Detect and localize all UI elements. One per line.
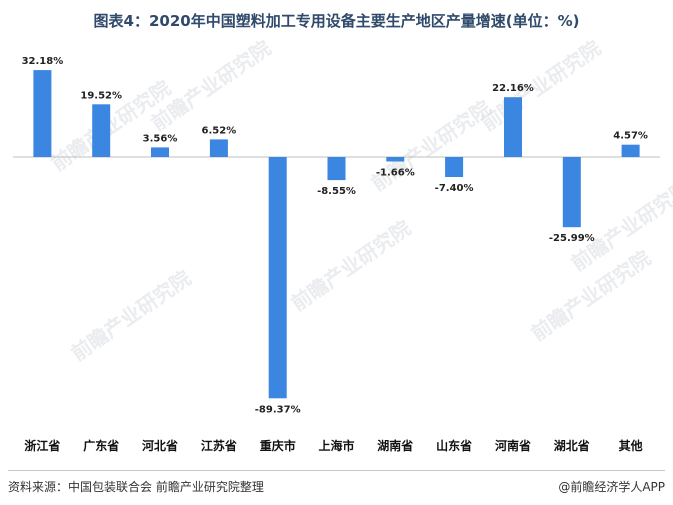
bar-2 [92,104,111,157]
x-tick-label-6: 上海市 [318,438,354,453]
x-tick-label-1: 浙江省 [24,438,60,453]
data-label-5: -89.37% [255,404,301,415]
x-tick-label-7: 湖南省 [377,438,413,453]
data-label-1: 32.18% [22,56,64,67]
bar-11 [621,144,640,157]
bar-8 [445,157,464,177]
x-tick-label-9: 河南省 [494,438,531,453]
data-label-4: 6.52% [202,125,237,136]
x-tick-label-8: 山东省 [436,438,472,453]
bar-chart: 32.18% 浙江省 19.52% 广东省 3.56% 河北省 6.52% 江苏省 -89.37… [13,56,660,453]
data-label-9: 22.16% [492,83,534,94]
x-tick-label-5: 重庆市 [260,438,296,453]
bar-5 [268,157,287,399]
x-tick-label-10: 湖北省 [554,438,590,453]
x-tick-label-4: 江苏省 [201,438,237,453]
data-label-8: -7.40% [435,183,474,194]
source-note: 资料来源：中国包装联合会 前瞻产业研究院整理 [8,480,264,494]
footer-divider [8,470,665,471]
data-label-7: -1.66% [376,168,415,179]
data-label-6: -8.55% [317,186,356,197]
data-label-2: 19.52% [80,90,122,101]
data-label-10: -25.99% [549,233,595,244]
x-tick-label-11: 其他 [619,438,643,453]
credit-note: @前瞻经济学人APP [558,480,665,494]
bar-9 [504,97,522,157]
x-tick-label-2: 广东省 [83,438,119,453]
chart-title: 图表4：2020年中国塑料加工专用设备主要生产地区产量增速(单位：%) [93,12,580,30]
bar-1 [33,70,52,157]
bar-4 [209,139,228,157]
bar-3 [151,147,169,157]
x-tick-label-3: 河北省 [141,438,178,453]
bar-6 [327,157,346,181]
bar-7 [386,157,405,162]
data-label-11: 4.57% [613,131,648,142]
data-label-3: 3.56% [143,133,178,144]
bar-10 [562,157,581,228]
